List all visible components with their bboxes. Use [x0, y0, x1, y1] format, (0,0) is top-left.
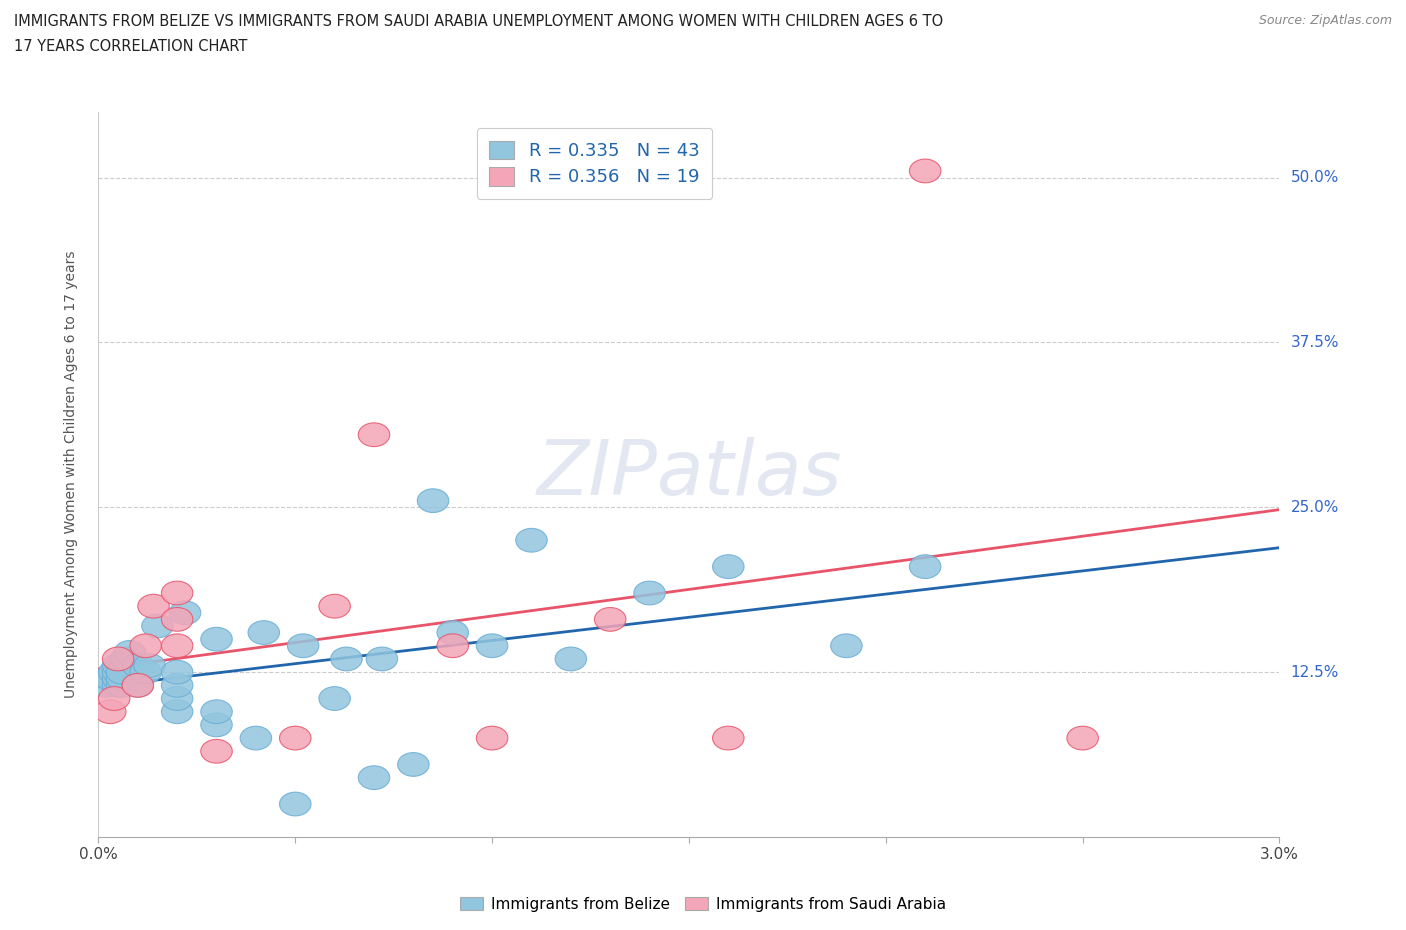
Ellipse shape	[103, 667, 134, 691]
Ellipse shape	[713, 726, 744, 750]
Ellipse shape	[240, 726, 271, 750]
Ellipse shape	[287, 634, 319, 658]
Ellipse shape	[162, 634, 193, 658]
Ellipse shape	[437, 620, 468, 644]
Ellipse shape	[98, 660, 129, 684]
Y-axis label: Unemployment Among Women with Children Ages 6 to 17 years: Unemployment Among Women with Children A…	[63, 250, 77, 698]
Ellipse shape	[437, 634, 468, 658]
Ellipse shape	[280, 792, 311, 816]
Ellipse shape	[162, 700, 193, 724]
Text: 25.0%: 25.0%	[1291, 499, 1339, 515]
Ellipse shape	[713, 555, 744, 578]
Ellipse shape	[330, 647, 363, 671]
Ellipse shape	[94, 700, 127, 724]
Ellipse shape	[319, 594, 350, 618]
Ellipse shape	[134, 654, 166, 677]
Ellipse shape	[280, 726, 311, 750]
Ellipse shape	[319, 686, 350, 711]
Ellipse shape	[477, 634, 508, 658]
Ellipse shape	[595, 607, 626, 631]
Text: ZIPatlas: ZIPatlas	[536, 437, 842, 512]
Ellipse shape	[114, 641, 146, 664]
Ellipse shape	[634, 581, 665, 604]
Ellipse shape	[110, 647, 142, 671]
Legend: R = 0.335   N = 43, R = 0.356   N = 19: R = 0.335 N = 43, R = 0.356 N = 19	[477, 128, 713, 199]
Ellipse shape	[142, 614, 173, 638]
Ellipse shape	[910, 555, 941, 578]
Ellipse shape	[122, 654, 153, 677]
Text: IMMIGRANTS FROM BELIZE VS IMMIGRANTS FROM SAUDI ARABIA UNEMPLOYMENT AMONG WOMEN : IMMIGRANTS FROM BELIZE VS IMMIGRANTS FRO…	[14, 14, 943, 29]
Ellipse shape	[247, 620, 280, 644]
Ellipse shape	[162, 581, 193, 604]
Text: 50.0%: 50.0%	[1291, 170, 1339, 185]
Ellipse shape	[129, 660, 162, 684]
Ellipse shape	[477, 726, 508, 750]
Ellipse shape	[201, 700, 232, 724]
Ellipse shape	[162, 673, 193, 698]
Ellipse shape	[359, 423, 389, 446]
Ellipse shape	[138, 594, 169, 618]
Ellipse shape	[359, 765, 389, 790]
Ellipse shape	[201, 713, 232, 737]
Ellipse shape	[129, 634, 162, 658]
Ellipse shape	[1067, 726, 1098, 750]
Ellipse shape	[162, 686, 193, 711]
Text: 37.5%: 37.5%	[1291, 335, 1339, 350]
Ellipse shape	[90, 673, 122, 698]
Ellipse shape	[169, 601, 201, 625]
Ellipse shape	[201, 739, 232, 764]
Ellipse shape	[366, 647, 398, 671]
Ellipse shape	[103, 673, 134, 698]
Ellipse shape	[162, 607, 193, 631]
Ellipse shape	[103, 660, 134, 684]
Ellipse shape	[910, 159, 941, 183]
Ellipse shape	[107, 673, 138, 698]
Text: 17 YEARS CORRELATION CHART: 17 YEARS CORRELATION CHART	[14, 39, 247, 54]
Ellipse shape	[555, 647, 586, 671]
Ellipse shape	[122, 673, 153, 698]
Ellipse shape	[418, 489, 449, 512]
Ellipse shape	[122, 673, 153, 698]
Text: Source: ZipAtlas.com: Source: ZipAtlas.com	[1258, 14, 1392, 27]
Ellipse shape	[201, 628, 232, 651]
Text: 12.5%: 12.5%	[1291, 665, 1339, 680]
Ellipse shape	[103, 647, 134, 671]
Ellipse shape	[94, 667, 127, 691]
Ellipse shape	[516, 528, 547, 552]
Ellipse shape	[98, 686, 129, 711]
Ellipse shape	[831, 634, 862, 658]
Legend: Immigrants from Belize, Immigrants from Saudi Arabia: Immigrants from Belize, Immigrants from …	[454, 890, 952, 918]
Ellipse shape	[107, 667, 138, 691]
Ellipse shape	[103, 654, 134, 677]
Ellipse shape	[107, 660, 138, 684]
Ellipse shape	[162, 660, 193, 684]
Ellipse shape	[398, 752, 429, 777]
